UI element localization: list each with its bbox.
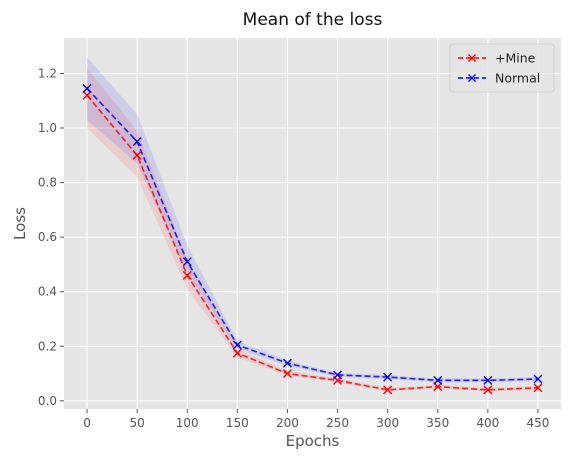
point-mine [82, 90, 92, 100]
point-normal [132, 137, 142, 147]
legend-marker-mine [468, 54, 476, 62]
point-normal [82, 83, 92, 93]
x-tick-label: 100 [176, 416, 199, 430]
point-mine [182, 270, 192, 280]
chart-title: Mean of the loss [243, 10, 383, 30]
point-mine [483, 385, 493, 395]
point-normal [182, 257, 192, 267]
y-tick-label: 1.2 [38, 66, 57, 80]
x-tick-label: 200 [276, 416, 299, 430]
point-normal [383, 372, 393, 382]
legend-frame [449, 43, 555, 93]
y-tick-label: 1.0 [38, 121, 57, 135]
series-lines [86, 87, 538, 391]
point-mine [282, 369, 292, 379]
confidence-bands [87, 57, 538, 392]
line-normal [86, 87, 538, 382]
x-tick-label: 250 [326, 416, 349, 430]
point-normal [433, 375, 443, 385]
y-axis-label: Loss [11, 207, 29, 240]
legend-label-normal: Normal [495, 71, 540, 86]
band-normal [87, 57, 538, 383]
legend-entries: +Mine Normal [458, 51, 540, 86]
y-tick-label: 0.2 [38, 339, 57, 353]
y-tick-label: 0.4 [38, 285, 57, 299]
x-axis-ticks: 0 50 100 150 200 250 300 350 400 450 [83, 409, 549, 430]
legend-marker-normal [468, 74, 476, 82]
y-tick-label: 0.8 [38, 176, 57, 190]
x-tick-label: 150 [226, 416, 249, 430]
point-normal [232, 340, 242, 350]
y-tick-label: 0.6 [38, 230, 57, 244]
series-markers [82, 83, 543, 395]
x-axis-label: Epochs [286, 432, 340, 450]
plot-background [64, 38, 561, 409]
point-normal [483, 375, 493, 385]
point-normal [533, 374, 543, 384]
point-mine [383, 385, 393, 395]
grid [64, 38, 561, 409]
x-tick-label: 400 [476, 416, 499, 430]
legend-label-mine: +Mine [495, 51, 536, 66]
point-normal [333, 370, 343, 380]
x-tick-label: 350 [426, 416, 449, 430]
x-tick-label: 450 [527, 416, 550, 430]
point-normal [282, 358, 292, 368]
line-mine [86, 94, 538, 391]
legend: +Mine Normal [449, 43, 555, 93]
y-tick-label: 0.0 [38, 394, 57, 408]
x-tick-label: 50 [130, 416, 145, 430]
x-tick-label: 300 [376, 416, 399, 430]
y-axis-ticks: 0.0 0.2 0.4 0.6 0.8 1.0 1.2 [38, 66, 64, 408]
point-mine [132, 150, 142, 160]
x-tick-label: 0 [83, 416, 91, 430]
point-mine [533, 383, 543, 393]
point-mine [232, 348, 242, 358]
